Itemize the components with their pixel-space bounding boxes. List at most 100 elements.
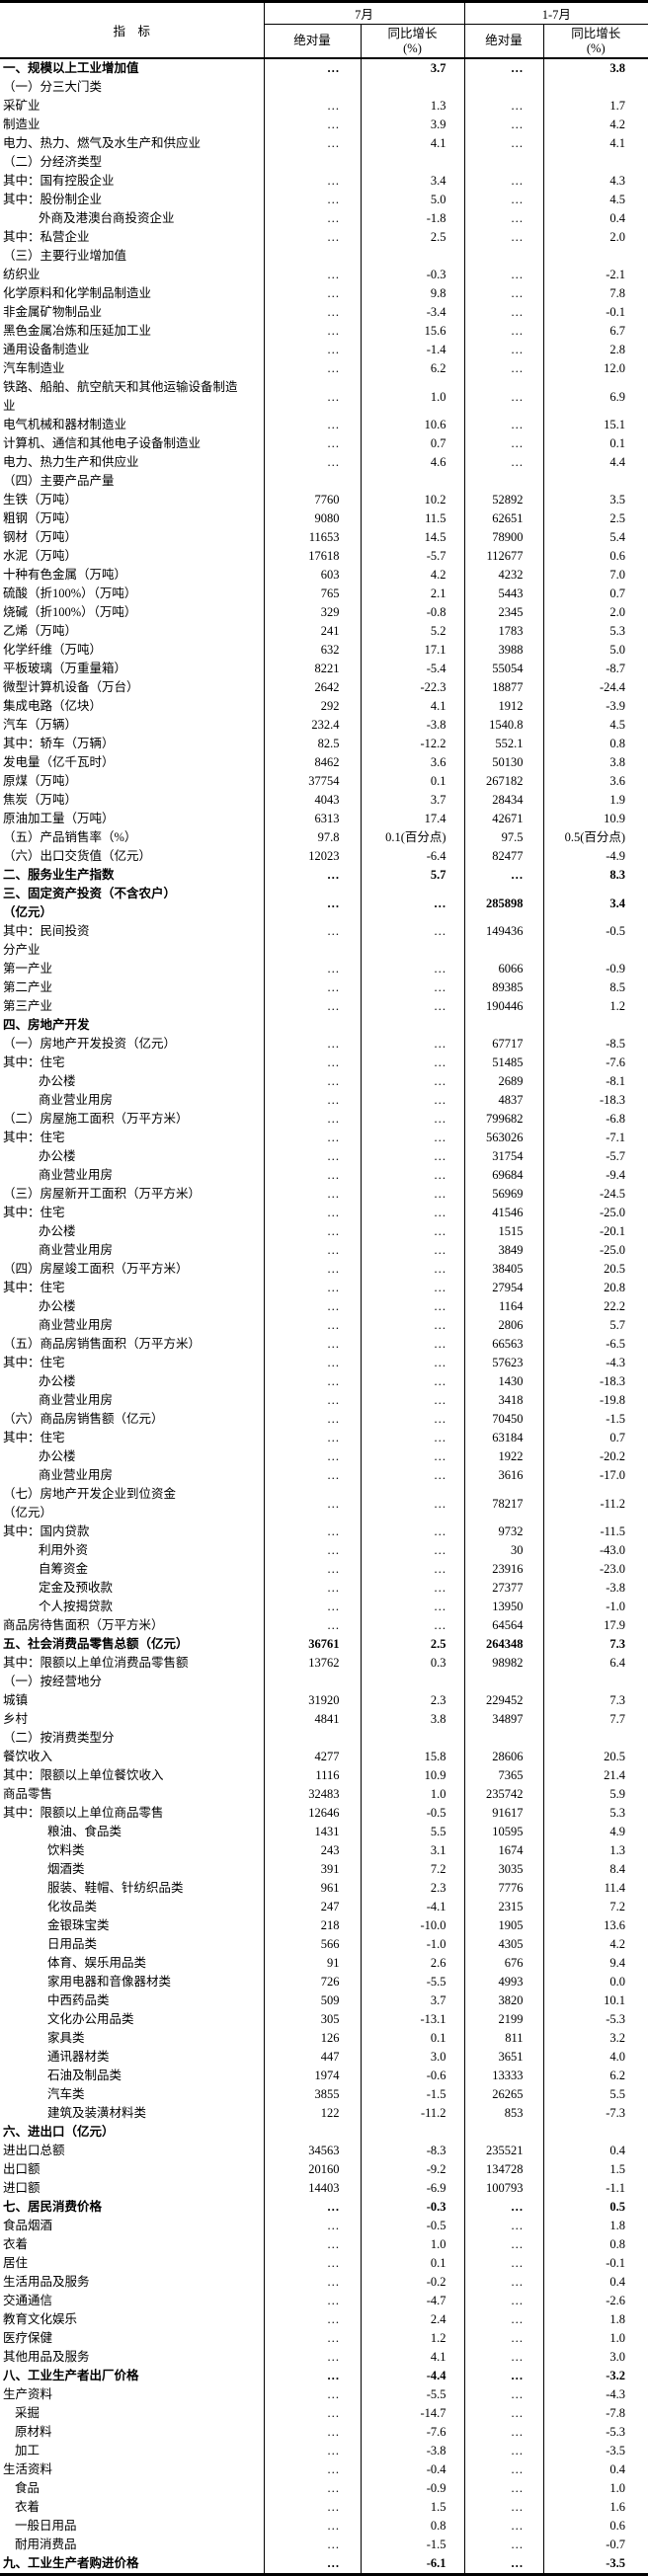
value-cum-abs: 62651	[464, 509, 544, 528]
value-july-growth: 0.1	[361, 2029, 465, 2048]
value-july-growth: -4.1	[361, 1898, 465, 1916]
value-july-abs: 4841	[264, 1710, 362, 1729]
value-july-abs: …	[264, 1579, 362, 1598]
value-cum-abs: …	[464, 2517, 544, 2536]
value-cum-growth: -3.5	[606, 2556, 626, 2570]
value-cum-abs: 1905	[464, 1916, 544, 1935]
indicator-label: 乡村	[0, 1710, 265, 1729]
value-july-growth: 1.0	[361, 1785, 465, 1804]
value-july-growth: …	[361, 1354, 465, 1372]
indicator-label: 商品房待售面积（万平方米）	[0, 1616, 265, 1635]
value-july-abs: …	[264, 960, 362, 978]
table-row: 原油加工量（万吨） 6313 17.4 42671 10.9	[0, 810, 648, 828]
indicator-label: 黑色金属冶炼和压延加工业	[0, 322, 265, 341]
value-july-growth: -12.2	[361, 735, 465, 753]
value-july-abs: 13762	[264, 1654, 362, 1673]
value-cum-growth: -1.5	[606, 1412, 626, 1426]
table-row: 自筹资金…… 23916 -23.0	[0, 1560, 648, 1579]
value-july-growth	[361, 1673, 465, 1691]
table-row: 金银珠宝类 218 -10.0 1905 13.6	[0, 1916, 648, 1935]
table-row: 汽车类 3855 -1.5 26265 5.5	[0, 2085, 648, 2104]
value-july-growth: 15.8	[361, 1748, 465, 1766]
value-cum-abs: …	[464, 303, 544, 322]
value-july-abs: …	[264, 1222, 362, 1241]
value-july-growth: -6.1	[361, 2554, 465, 2575]
value-july-growth: 4.1	[361, 134, 465, 153]
value-cum-abs: …	[464, 97, 544, 116]
value-july-growth	[361, 153, 465, 172]
value-cum-growth: -2.1	[606, 268, 626, 281]
value-cum-abs: 18877	[464, 678, 544, 697]
value-july-growth: -0.8	[361, 603, 465, 622]
indicator-label: 其中：住宅	[0, 1279, 265, 1297]
table-row: 其中：限额以上单位商品零售 12646 -0.5 91617 5.3	[0, 1804, 648, 1823]
value-cum-abs: 42671	[464, 810, 544, 828]
table-row: 黑色金属冶炼和压延加工业… 15.6… 6.7	[0, 322, 648, 341]
value-cum-abs: 149436	[464, 922, 544, 941]
value-cum-growth: -20.1	[599, 1224, 626, 1238]
value-cum-growth: 0.4	[609, 211, 626, 225]
value-cum-abs	[464, 472, 544, 491]
indicator-label: 食品	[0, 2479, 265, 2498]
value-july-growth: -11.2	[361, 2104, 465, 2123]
indicator-label: 商业营业用房	[0, 1091, 265, 1110]
value-cum-abs: 1674	[464, 1841, 544, 1860]
value-cum-abs: 98982	[464, 1654, 544, 1673]
value-cum-growth: 0.4	[609, 2462, 626, 2476]
value-july-growth: 4.2	[361, 566, 465, 585]
value-cum-growth: 1.3	[609, 1843, 626, 1857]
table-row: 第三产业…… 190446 1.2	[0, 997, 648, 1016]
value-cum-growth: -2.6	[606, 2294, 626, 2307]
value-cum-growth: 9.4	[609, 1956, 626, 1970]
value-july-growth: …	[361, 1260, 465, 1279]
indicator-label: 商业营业用房	[0, 1241, 265, 1260]
indicator-label: 五、社会消费品零售总额（亿元）	[0, 1635, 265, 1654]
value-cum-abs: 31754	[464, 1147, 544, 1166]
value-cum-growth: 4.2	[609, 117, 626, 131]
value-july-abs: 32483	[264, 1785, 362, 1804]
table-row: 家用电器和音像器材类 726 -5.5 4993 0.0	[0, 1973, 648, 1991]
indicator-label: 第二产业	[0, 978, 265, 997]
indicator-label: 家用电器和音像器材类	[0, 1973, 265, 1991]
value-cum-abs: 235521	[464, 2142, 544, 2160]
value-july-growth: 3.9	[361, 116, 465, 134]
value-cum-abs: …	[464, 2198, 544, 2217]
table-row: 通讯器材类 447 3.0 3651 4.0	[0, 2048, 648, 2067]
value-cum-growth: -3.2	[606, 2369, 626, 2382]
value-july-growth: -0.6	[361, 2067, 465, 2085]
indicator-label: 办公楼	[0, 1447, 265, 1466]
indicator-label: 其中：民间投资	[0, 922, 265, 941]
indicator-label: 进口额	[0, 2179, 265, 2198]
value-july-growth: 3.7	[361, 58, 465, 78]
value-july-growth: …	[361, 978, 465, 997]
value-july-abs: …	[264, 2198, 362, 2217]
value-cum-abs: 13950	[464, 1598, 544, 1616]
value-cum-abs: 100793	[464, 2179, 544, 2198]
value-july-growth: 3.8	[361, 1710, 465, 1729]
value-july-abs: …	[264, 1241, 362, 1260]
indicator-label: 第三产业	[0, 997, 265, 1016]
value-cum-abs: 28434	[464, 791, 544, 810]
value-cum-abs: 1912	[464, 697, 544, 716]
value-cum-growth: -0.1	[606, 305, 626, 319]
value-cum-growth: -25.0	[599, 1243, 626, 1257]
indicator-label: 铁路、船舶、航空航天和其他运输设备制造 业	[0, 378, 265, 416]
value-cum-abs: 52892	[464, 491, 544, 509]
value-july-growth: -0.5	[361, 1804, 465, 1823]
value-july-abs: 391	[264, 1860, 362, 1879]
value-july-growth: …	[361, 1410, 465, 1429]
value-july-abs: …	[264, 1297, 362, 1316]
value-cum-abs: 1922	[464, 1447, 544, 1466]
value-cum-abs: 55054	[464, 660, 544, 678]
value-cum-growth: 13.6	[604, 1918, 626, 1932]
value-july-growth: -10.0	[361, 1916, 465, 1935]
table-row: 其中：民间投资…… 149436 -0.5	[0, 922, 648, 941]
value-july-growth: 4.1	[361, 2348, 465, 2367]
value-july-abs: …	[264, 228, 362, 247]
value-july-abs: 12646	[264, 1804, 362, 1823]
value-cum-abs: 1164	[464, 1297, 544, 1316]
indicator-label: 食品烟酒	[0, 2217, 265, 2235]
growth-unit-label: (%)	[586, 40, 606, 55]
value-cum-abs: …	[464, 134, 544, 153]
value-cum-growth: -18.3	[599, 1374, 626, 1388]
